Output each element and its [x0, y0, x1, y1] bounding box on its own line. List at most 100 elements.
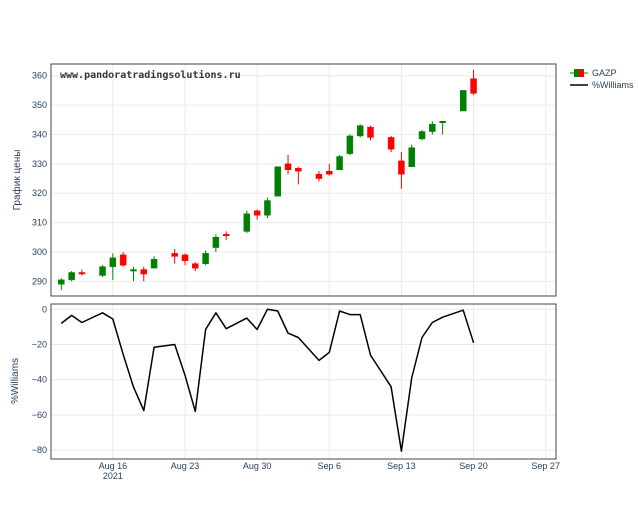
legend[interactable]: GAZP %Williams [570, 68, 634, 90]
candle [171, 249, 178, 264]
candle-body [192, 263, 199, 269]
candle [253, 209, 261, 220]
williams-y-tick-label: −80 [32, 445, 47, 455]
candle-body [326, 170, 333, 175]
williams-y-axis-title: %Williams [10, 358, 21, 404]
candle-body [356, 125, 364, 137]
price-gridlines [51, 64, 556, 296]
price-y-tick-label: 350 [32, 100, 47, 110]
candle [192, 262, 199, 272]
legend-item-gazp[interactable]: GAZP [570, 68, 617, 78]
candle [336, 155, 343, 170]
candle-body [181, 254, 189, 262]
price-panel-frame [50, 63, 557, 297]
candle-body [470, 78, 477, 94]
candle-body [243, 213, 251, 232]
legend-candle-up [574, 69, 579, 77]
candle-body [253, 210, 261, 216]
candle [356, 124, 364, 138]
candle-body [284, 163, 292, 170]
candle-body [109, 257, 117, 267]
candle [109, 253, 117, 280]
candle-body [202, 253, 209, 264]
williams-line-layer [60, 308, 475, 452]
candle [119, 251, 127, 267]
x-tick-label: Sep 6 [317, 461, 341, 471]
candle [346, 134, 354, 156]
legend-label: %Williams [592, 80, 634, 90]
price-y-ticks: 290 300 310 320 330 340 350 360 [32, 71, 47, 287]
candle-body [212, 237, 220, 248]
price-candles [58, 69, 477, 291]
candle [140, 266, 147, 282]
candle-body [274, 166, 281, 197]
candle [78, 269, 86, 276]
legend-item-williams[interactable]: %Williams [570, 80, 634, 90]
candle [295, 166, 302, 185]
x-tick-label: Aug 23 [171, 461, 200, 471]
candle-body [408, 147, 415, 168]
candle [418, 130, 426, 141]
price-y-axis-title: График цены [11, 150, 23, 211]
price-y-tick-label: 360 [32, 71, 47, 81]
williams-y-tick-label: −60 [32, 410, 47, 420]
williams-panel-frame [50, 303, 557, 460]
candle-body [429, 123, 436, 132]
candle [408, 144, 415, 168]
candle-body [315, 173, 323, 179]
candle-body [295, 168, 302, 172]
candle [212, 234, 220, 252]
candle-body [130, 269, 137, 272]
candle-body [398, 160, 405, 175]
x-tick-label: Sep 20 [459, 461, 488, 471]
watermark-text: www.pandoratradingsolutions.ru [60, 69, 241, 81]
williams-y-tick-label: −40 [32, 375, 47, 385]
williams-y-tick-label: −20 [32, 340, 47, 350]
candle-body [140, 269, 147, 275]
x-tick-label: Aug 16 [99, 461, 128, 471]
candle-body [78, 272, 86, 275]
candle-body [171, 253, 178, 257]
price-y-tick-label: 300 [32, 247, 47, 257]
candle-body [336, 156, 343, 170]
price-y-tick-label: 310 [32, 218, 47, 228]
x-tick-sublabel: 2021 [103, 471, 123, 481]
legend-candle-down [579, 69, 584, 77]
candle-body [264, 200, 271, 216]
candle [243, 210, 251, 233]
candle [222, 231, 230, 241]
candle-body [68, 272, 75, 281]
candle [202, 250, 209, 266]
williams-line [60, 308, 475, 452]
x-tick-label: Aug 30 [243, 461, 272, 471]
candle [398, 152, 405, 189]
candle-body [58, 279, 65, 285]
price-y-tick-label: 330 [32, 159, 47, 169]
candle [130, 266, 137, 282]
candle [387, 135, 395, 153]
candle-body [439, 121, 446, 123]
candle-body [367, 126, 374, 138]
candle [68, 271, 75, 282]
candle [470, 69, 477, 95]
price-y-tick-label: 290 [32, 276, 47, 286]
candle [315, 171, 323, 182]
candle [439, 121, 446, 135]
candle [284, 155, 292, 175]
candle-body [346, 135, 354, 154]
candle-body [119, 254, 127, 266]
candle-body [222, 234, 230, 237]
williams-y-ticks: 0 −20 −40 −60 −80 [32, 304, 47, 455]
x-tick-label: Sep 27 [531, 461, 560, 471]
candle [181, 253, 189, 266]
price-y-tick-label: 320 [32, 188, 47, 198]
candle [326, 163, 333, 176]
candle [367, 125, 374, 141]
candle [58, 278, 65, 291]
candle [150, 256, 158, 269]
candle [264, 197, 271, 219]
candle-body [460, 90, 467, 112]
williams-gridlines [51, 304, 556, 459]
